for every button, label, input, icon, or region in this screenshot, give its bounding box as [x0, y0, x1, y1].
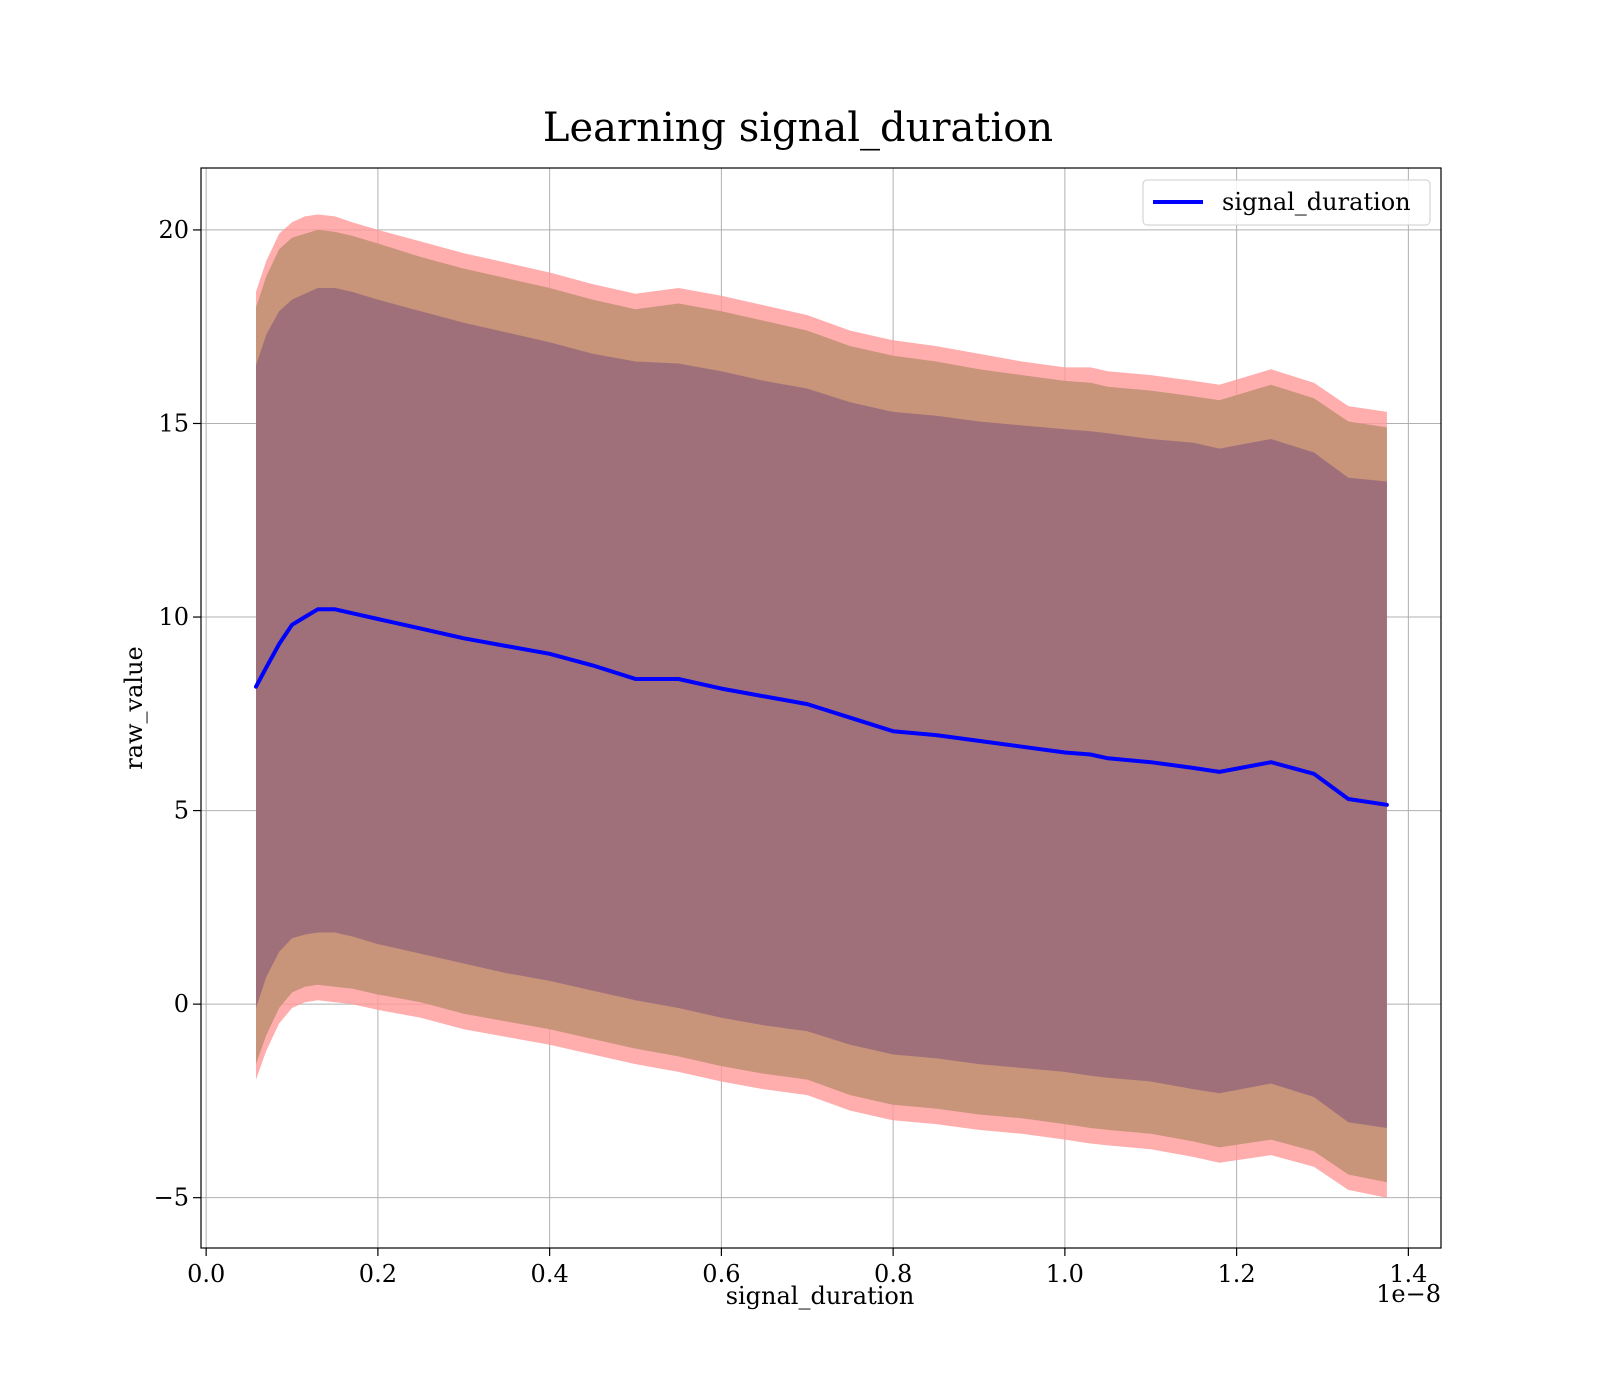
legend: signal_duration — [1142, 179, 1431, 226]
y-axis-label: raw_value — [120, 646, 148, 770]
y-tick-label: 20 — [158, 216, 189, 244]
x-tick-label: 1.2 — [1218, 1260, 1256, 1288]
y-tick-label: 10 — [158, 603, 189, 631]
confidence-bands — [256, 214, 1387, 1198]
series-lines — [254, 607, 1389, 807]
y-tick-label: 15 — [158, 409, 189, 437]
x-tick-label: 0.4 — [531, 1260, 569, 1288]
x-tick-label: 0.6 — [702, 1260, 740, 1288]
legend-label-signal-duration: signal_duration — [1222, 188, 1411, 216]
plot-frame — [200, 167, 1442, 1249]
x-tick-label: 1.4 — [1389, 1260, 1427, 1288]
x-tick-label: 0.0 — [187, 1260, 225, 1288]
y-axis-ticks: −5 0 5 10 15 20 — [154, 216, 201, 1212]
x-tick-label: 1.0 — [1046, 1260, 1084, 1288]
chart-title: Learning signal_duration — [543, 105, 1053, 151]
x-tick-label: 0.2 — [359, 1260, 397, 1288]
x-axis-label: signal_duration — [726, 1282, 915, 1310]
x-axis-offset: 1e−8 — [1376, 1280, 1441, 1308]
x-tick-label: 0.8 — [874, 1260, 912, 1288]
series-line-signal-duration — [254, 607, 1389, 807]
y-tick-label: −5 — [154, 1184, 189, 1212]
y-tick-label: 0 — [174, 990, 189, 1018]
x-axis-ticks: 0.0 0.2 0.4 0.6 0.8 1.0 1.2 1.4 — [187, 1248, 1427, 1288]
y-tick-label: 5 — [174, 797, 189, 825]
legend-box — [1142, 179, 1431, 226]
